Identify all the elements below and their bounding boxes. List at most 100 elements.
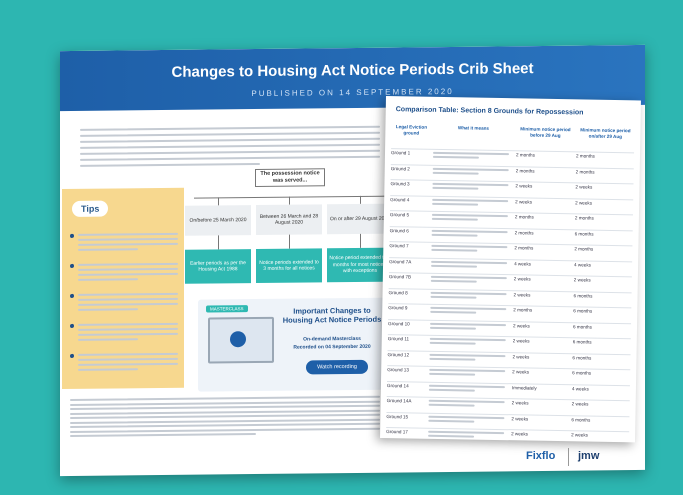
- text-line: [78, 232, 178, 236]
- notice-before: 4 weeks: [514, 260, 532, 267]
- brand-logo: jmw: [578, 450, 600, 462]
- tips-text: [70, 232, 178, 371]
- text-line: [432, 171, 479, 175]
- notice-after: 4 weeks: [574, 261, 591, 268]
- text-line: [78, 332, 178, 336]
- ground: Ground 2: [390, 165, 410, 171]
- text-line: [428, 430, 505, 435]
- text-line: [431, 229, 508, 233]
- text-line: [80, 137, 380, 143]
- notice-before: 2 weeks: [515, 198, 533, 205]
- text-line: [428, 399, 505, 404]
- ground: Ground 7B: [388, 274, 412, 280]
- notice-before: Immediately: [511, 384, 537, 391]
- ground: Ground 7A: [389, 258, 412, 264]
- text-line: [70, 404, 380, 410]
- connector: [360, 195, 361, 204]
- text-line: [78, 262, 178, 266]
- flow-outcome: Earlier periods as per the Housing Act 1…: [185, 249, 251, 284]
- text-line: [429, 368, 506, 373]
- text-line: [429, 353, 506, 357]
- text-line: [78, 248, 138, 251]
- description: [432, 198, 512, 206]
- description: [431, 244, 511, 252]
- text-line: [430, 291, 507, 295]
- description: [432, 167, 513, 175]
- text-line: [431, 260, 508, 264]
- notice-after: 6 months: [571, 416, 591, 423]
- text-line: [428, 403, 475, 407]
- text-line: [70, 422, 380, 428]
- text-line: [80, 149, 380, 155]
- notice-before: 2 weeks: [512, 353, 530, 360]
- description: [432, 182, 512, 190]
- description: [428, 430, 508, 438]
- bullet-text: [78, 352, 178, 371]
- flow-condition: On/before 25 March 2020: [185, 205, 251, 236]
- text-line: [78, 362, 178, 366]
- notice-after: 6 months: [572, 323, 592, 330]
- masterclass-subtitle: On-demand Masterclass: [303, 335, 361, 343]
- text-line: [70, 413, 380, 419]
- text-line: [430, 306, 507, 311]
- notice-after: 2 weeks: [571, 432, 589, 438]
- ground: Ground 7: [389, 243, 409, 249]
- text-line: [429, 357, 476, 361]
- notice-before: 2 weeks: [512, 322, 530, 329]
- notice-after: 2 weeks: [573, 277, 591, 283]
- notice-before: 2 weeks: [512, 369, 530, 375]
- bullet: [70, 233, 74, 238]
- notice-before: 2 months: [514, 214, 534, 220]
- bullet: [70, 353, 74, 358]
- text-line: [431, 233, 478, 237]
- description: [431, 213, 512, 221]
- column-header: Minimum notice period on/after 29 Aug: [580, 127, 631, 139]
- description: [430, 291, 511, 299]
- text-line: [70, 395, 380, 401]
- text-line: [78, 308, 138, 311]
- text-line: [80, 125, 380, 131]
- ground: Ground 15: [386, 413, 409, 419]
- text-line: [78, 242, 178, 246]
- text-line: [78, 278, 138, 281]
- ground: Ground 1: [390, 150, 411, 156]
- flowchart: The possession notice was served... On/be…: [185, 168, 395, 300]
- text-line: [78, 237, 178, 241]
- bullet-text: [78, 322, 178, 341]
- text-line: [432, 198, 509, 202]
- ground: Ground 17: [386, 429, 408, 435]
- text-line: [431, 248, 477, 252]
- text-line: [78, 302, 178, 306]
- text-line: [78, 272, 178, 276]
- text-line: [430, 275, 507, 280]
- notice-after: 6 months: [572, 354, 592, 361]
- description: [432, 151, 513, 159]
- text-line: [430, 310, 476, 314]
- text-line: [432, 202, 478, 206]
- notice-after: 2 weeks: [575, 184, 593, 190]
- text-line: [432, 151, 510, 156]
- masterclass-title: Important Changes to Housing Act Notice …: [282, 305, 382, 326]
- watch-button[interactable]: Watch recording: [306, 359, 368, 375]
- text-line: [78, 267, 178, 271]
- text-line: [432, 167, 509, 171]
- ground: Ground 4: [390, 196, 410, 202]
- notice-before: 2 weeks: [515, 183, 533, 189]
- text-line: [70, 433, 256, 437]
- text-line: [80, 162, 260, 167]
- notice-after: 2 months: [574, 215, 594, 221]
- connector: [218, 235, 219, 250]
- masterclass-date: Recorded on 04 September 2020: [293, 343, 371, 351]
- ground: Ground 8: [388, 289, 408, 295]
- notice-before: 2 weeks: [511, 415, 529, 422]
- ground: Ground 6: [389, 227, 409, 233]
- notice-before: 2 weeks: [511, 431, 529, 437]
- text-line: [432, 155, 479, 159]
- flow-condition: Between 26 March and 28 August 2020: [256, 204, 322, 236]
- text-line: [430, 279, 477, 283]
- text-line: [78, 297, 178, 301]
- notice-after: 2 weeks: [575, 199, 593, 206]
- notice-after: 2 weeks: [571, 401, 589, 407]
- description: [428, 384, 509, 392]
- notice-before: 2 weeks: [512, 338, 530, 344]
